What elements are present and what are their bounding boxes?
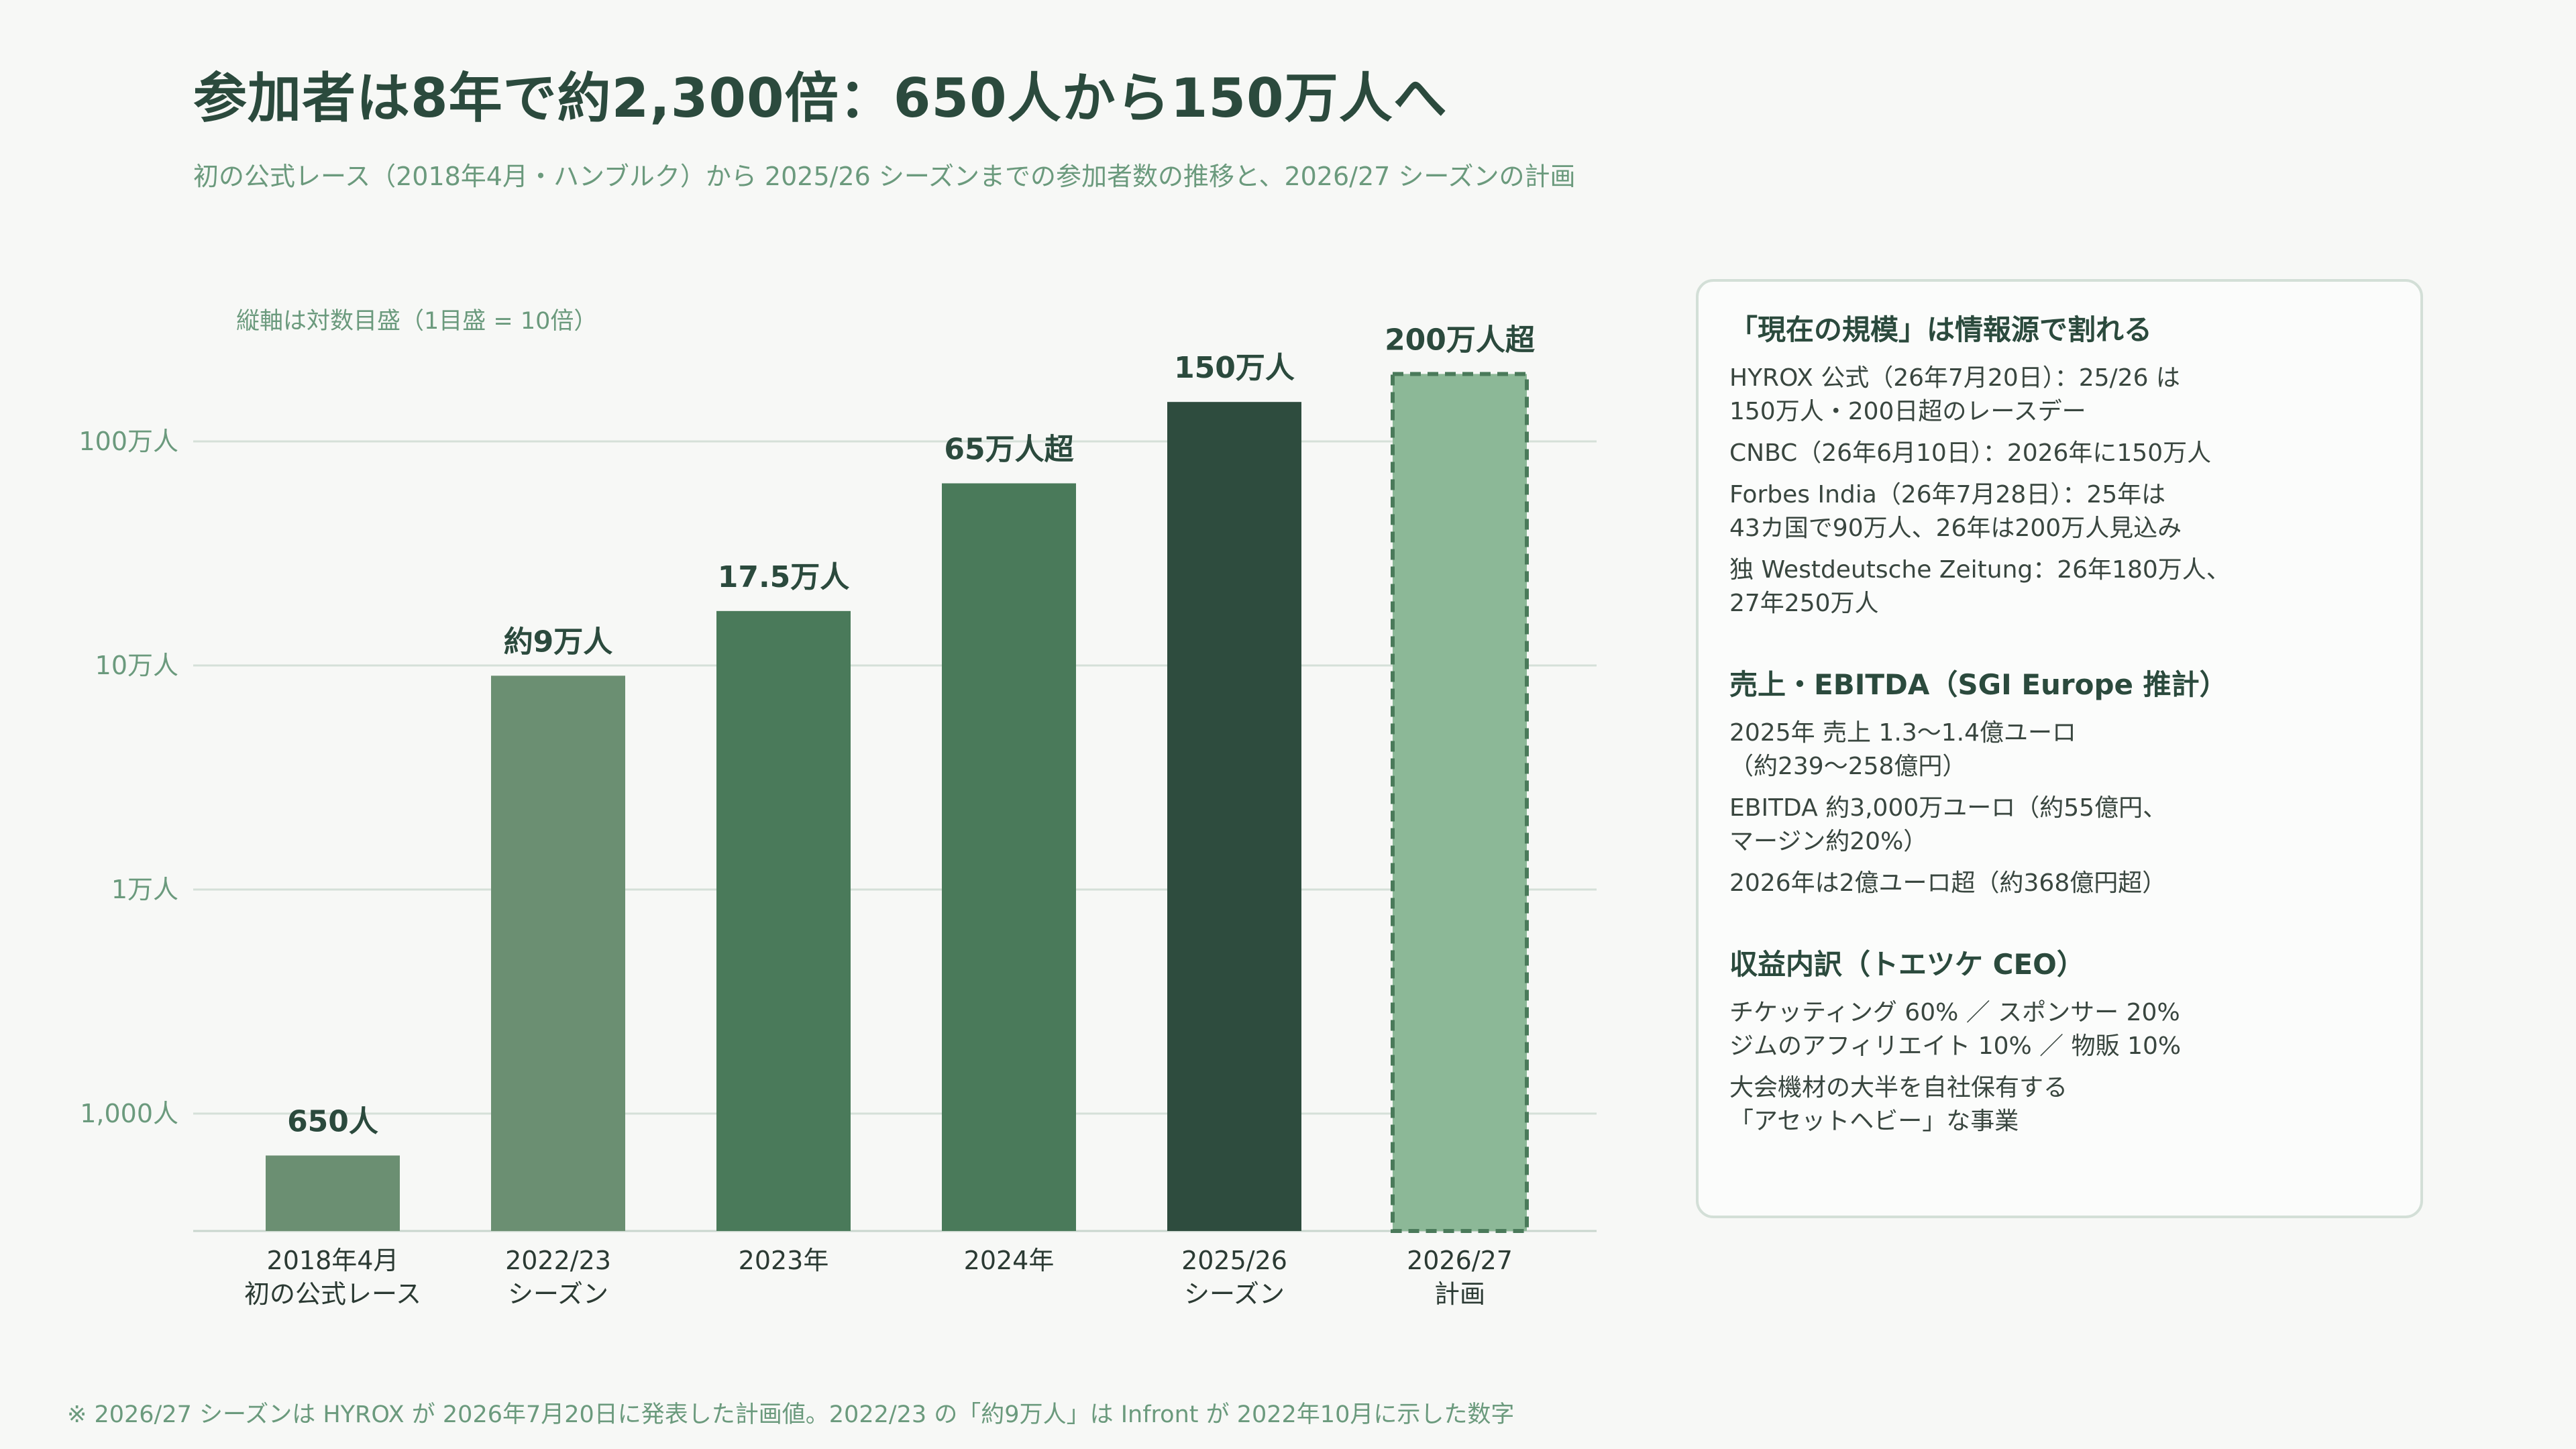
panel-heading: 「現在の規模」は情報源で割れる [1729, 313, 2153, 346]
value-label: 65万人超 [944, 432, 1074, 466]
x-tick-label: 計画 [1434, 1279, 1485, 1309]
y-tick-label: 100万人 [78, 427, 178, 456]
x-tick-label: 2023年 [739, 1246, 829, 1275]
bar-1 [491, 676, 625, 1231]
panel-item: 2026年は2億ユーロ超（約368億円超） [1729, 869, 2167, 897]
y-tick-label: 1万人 [111, 875, 178, 904]
y-tick-label: 10万人 [95, 651, 178, 680]
panel-item: 2025年 売上 1.3〜1.4億ユーロ （約239〜258億円） [1729, 719, 2077, 780]
footnote: ※ 2026/27 シーズンは HYROX が 2026年7月20日に発表した計… [67, 1401, 1515, 1428]
panel-item: Forbes India（26年7月28日）：25年は 43カ国で90万人、26… [1729, 481, 2182, 542]
x-tick-label: シーズン [508, 1279, 608, 1309]
x-tick-label: 2025/26 [1181, 1246, 1287, 1275]
x-tick-label: 2026/27 [1407, 1246, 1513, 1275]
value-label: 150万人 [1174, 351, 1295, 385]
scale-note: 縦軸は対数目盛（1目盛 = 10倍） [236, 308, 597, 335]
y-tick-label: 1,000人 [80, 1099, 178, 1128]
panel-item: 大会機材の大半を自社保有する 「アセットヘビー」な事業 [1729, 1074, 2068, 1135]
panel-heading: 売上・EBITDA（SGI Europe 推計） [1729, 668, 2228, 701]
panel-item: HYROX 公式（26年7月20日）：25/26 は 150万人・200日超のレ… [1729, 364, 2180, 425]
panel-item: 独 Westdeutsche Zeitung：26年180万人、 27年250万… [1729, 556, 2231, 617]
value-label: 650人 [287, 1104, 378, 1138]
bar-4 [1167, 402, 1301, 1231]
bar-3 [942, 483, 1076, 1231]
x-tick-label: 初の公式レース [244, 1279, 421, 1309]
participants-bar-chart: 縦軸は対数目盛（1目盛 = 10倍） 1,000人 1万人 10万人 100万人 650人… [78, 308, 1597, 1309]
panel-section-scale: 「現在の規模」は情報源で割れる HYROX 公式（26年7月20日）：25/26… [1729, 307, 2390, 621]
bar-0 [266, 1155, 400, 1231]
panel-heading: 収益内訳（トエツケ CEO） [1729, 948, 2085, 981]
bar-5 [1391, 372, 1529, 1234]
panel-section-revenue: 売上・EBITDA（SGI Europe 推計） 2025年 売上 1.3〜1.… [1729, 662, 2390, 900]
x-tick-label: シーズン [1184, 1279, 1285, 1309]
x-tick-label: 2018年4月 [267, 1246, 399, 1275]
info-panel: 「現在の規模」は情報源で割れる HYROX 公式（26年7月20日）：25/26… [1696, 279, 2423, 1218]
page-subtitle: 初の公式レース（2018年4月・ハンブルク）から 2025/26 シーズンまでの… [193, 162, 1576, 191]
value-label: 17.5万人 [718, 560, 850, 594]
bar-2 [716, 610, 851, 1231]
panel-item: CNBC（26年6月10日）：2026年に150万人 [1729, 439, 2212, 467]
panel-section-breakdown: 収益内訳（トエツケ CEO） チケッティング 60% ／ スポンサー 20% ジ… [1729, 942, 2390, 1138]
x-tick-label: 2024年 [964, 1246, 1055, 1275]
panel-item: EBITDA 約3,000万ユーロ（約55億円、 マージン約20%） [1729, 794, 2167, 855]
x-tick-label: 2022/23 [505, 1246, 611, 1275]
page-title: 参加者は8年で約2,300倍：650人から150万人へ [193, 67, 1448, 129]
value-label: 200万人超 [1385, 323, 1536, 357]
value-label: 約9万人 [504, 625, 613, 659]
panel-item: チケッティング 60% ／ スポンサー 20% ジムのアフィリエイト 10% ／… [1729, 999, 2182, 1060]
